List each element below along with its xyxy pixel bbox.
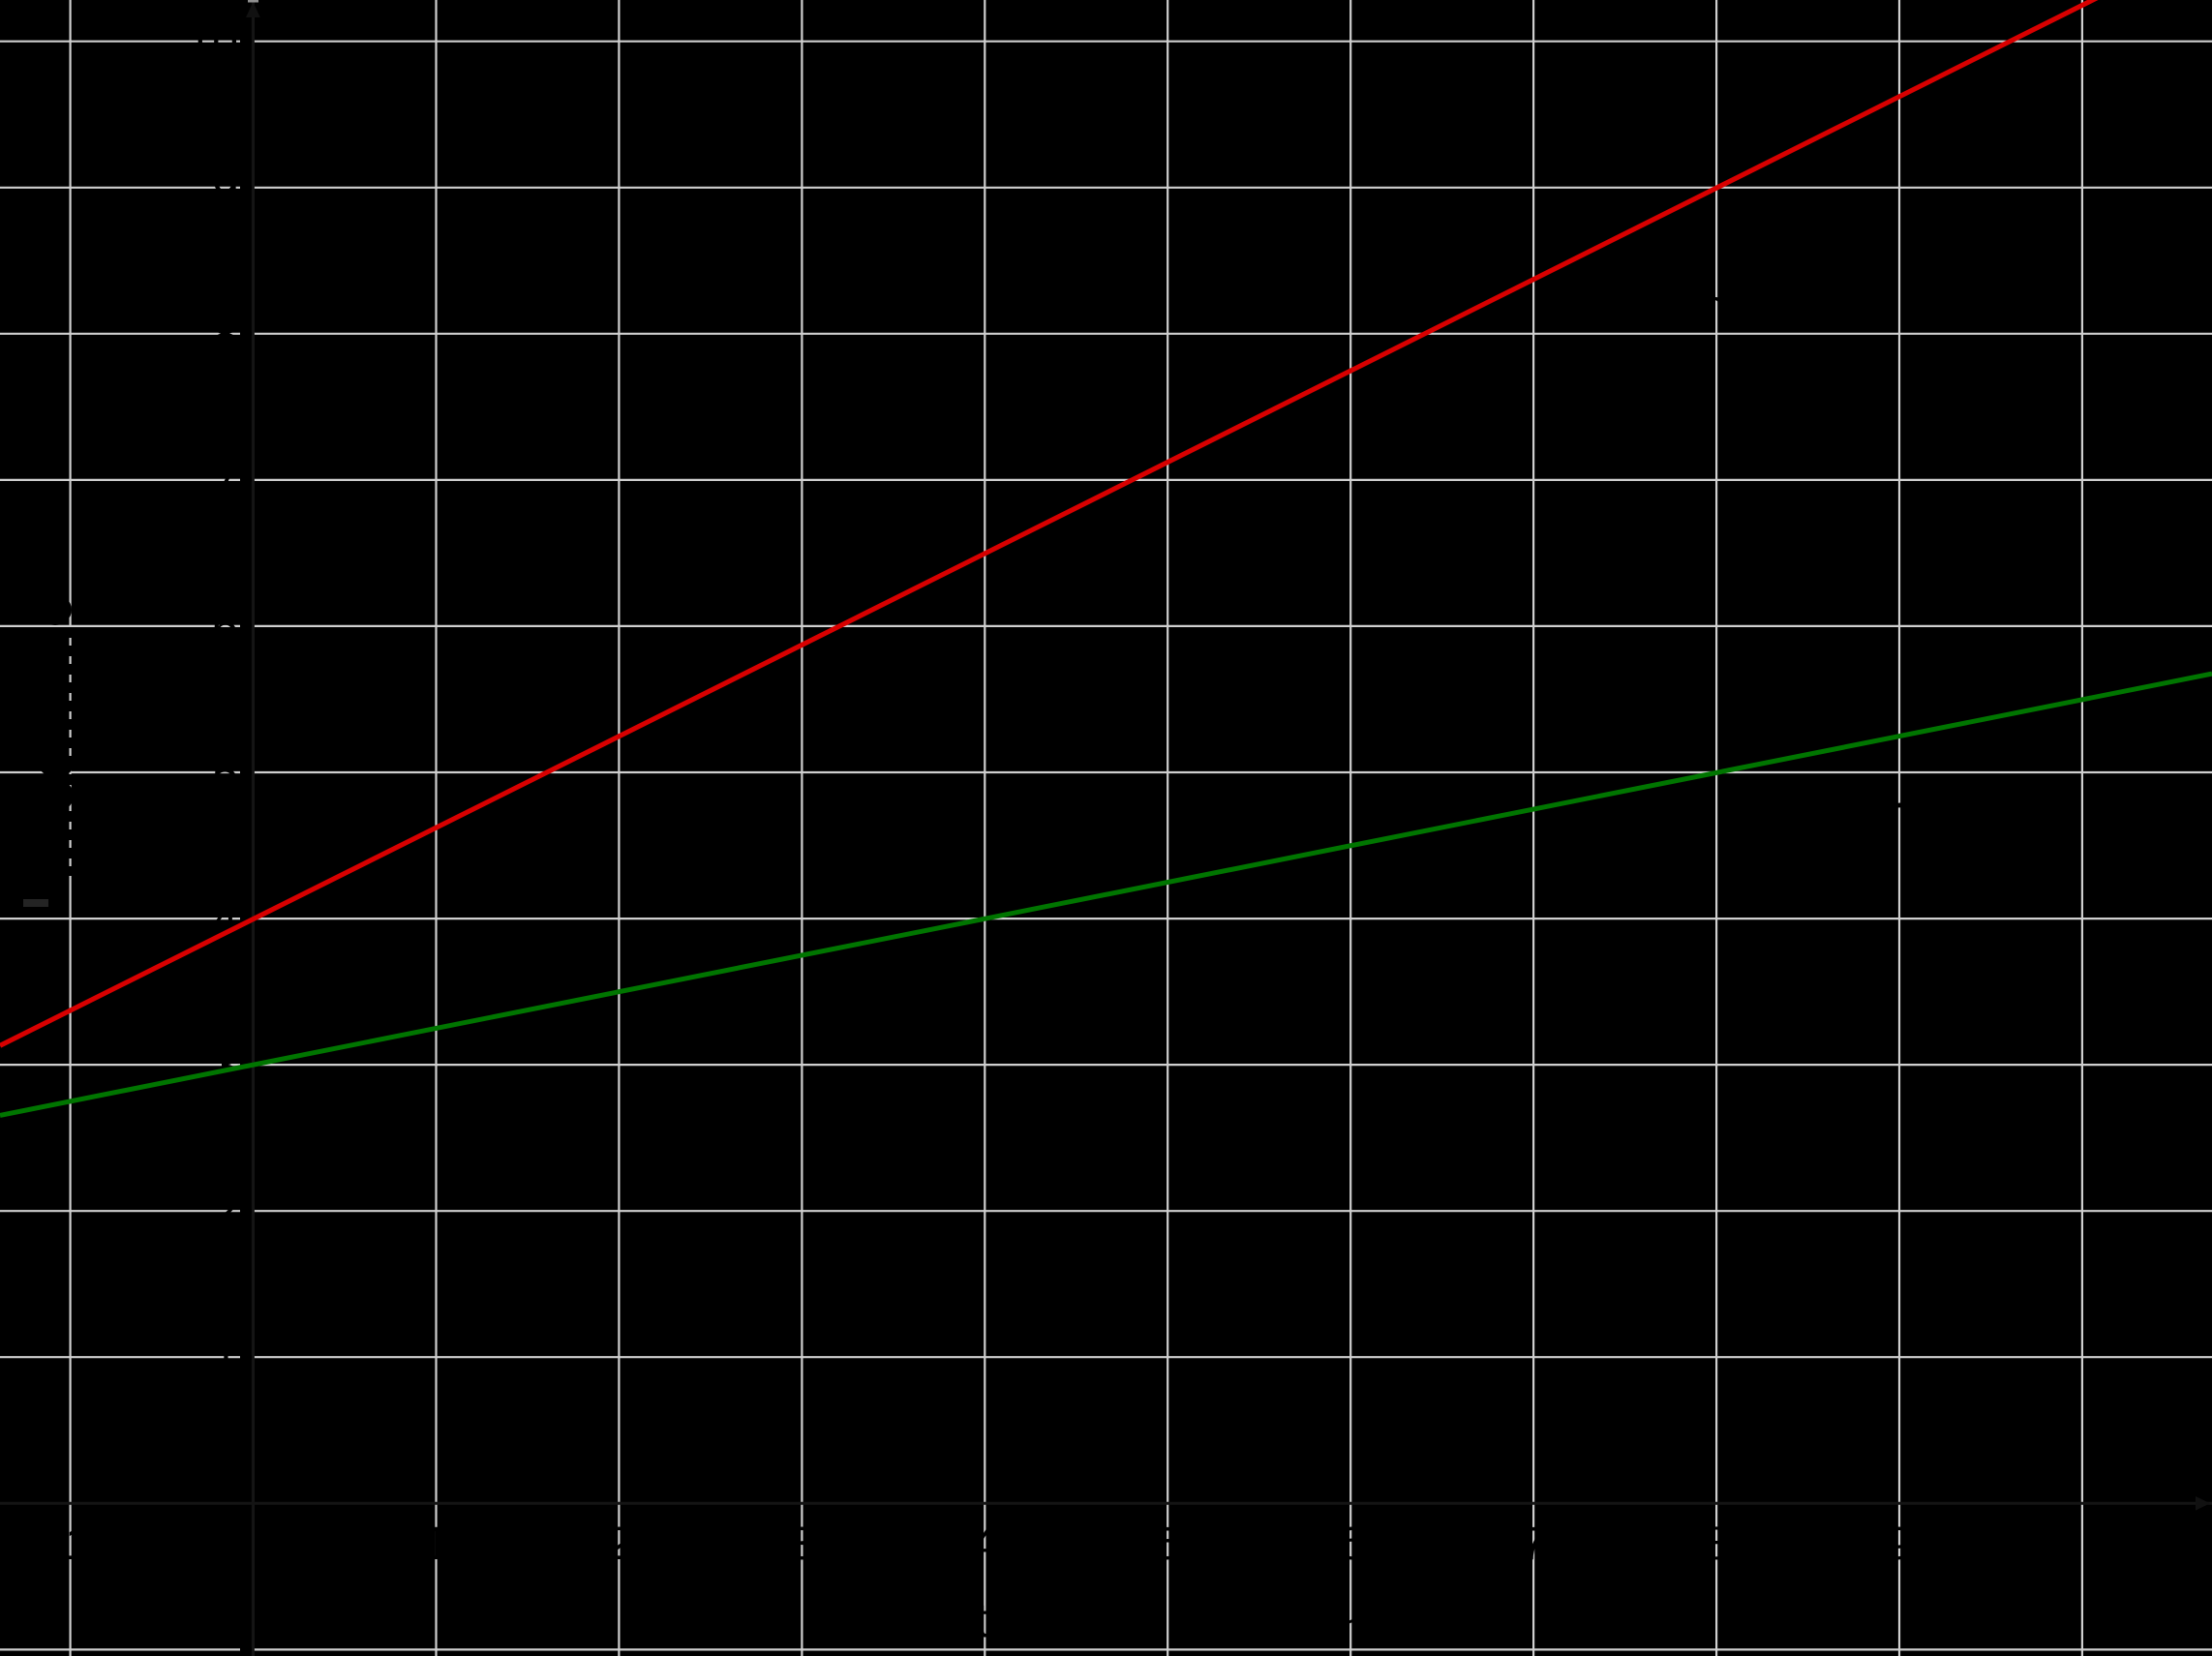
- svg-text:8: 8: [1704, 1519, 1730, 1570]
- svg-text:5: 5: [212, 748, 238, 799]
- svg-text:h: h: [1339, 1602, 1366, 1656]
- svg-text:1: 1: [212, 1333, 238, 1384]
- svg-text:7: 7: [1521, 1519, 1547, 1570]
- svg-text:8: 8: [212, 310, 238, 361]
- svg-text:-1: -1: [49, 1519, 91, 1570]
- svg-text:t: t: [976, 1593, 989, 1647]
- svg-text:9: 9: [1887, 1519, 1913, 1570]
- svg-text:r: r: [1884, 782, 1903, 847]
- svg-text:10: 10: [2056, 1519, 2107, 1570]
- svg-text:1: 1: [423, 1519, 449, 1570]
- svg-text:10: 10: [187, 17, 238, 69]
- svg-text:2: 2: [606, 1519, 632, 1570]
- svg-text:6: 6: [212, 602, 238, 653]
- svg-text:6: 6: [1338, 1519, 1364, 1570]
- svg-text:3: 3: [789, 1519, 815, 1570]
- svg-text:2: 2: [212, 1187, 238, 1238]
- svg-text:9: 9: [212, 164, 238, 215]
- svg-text:5: 5: [1155, 1519, 1181, 1570]
- svg-text:4: 4: [972, 1519, 998, 1570]
- svg-text:7: 7: [212, 456, 238, 507]
- svg-text:3: 3: [212, 1040, 238, 1092]
- svg-text:0: 0: [216, 1519, 242, 1570]
- svg-text:h: h: [1701, 281, 1726, 331]
